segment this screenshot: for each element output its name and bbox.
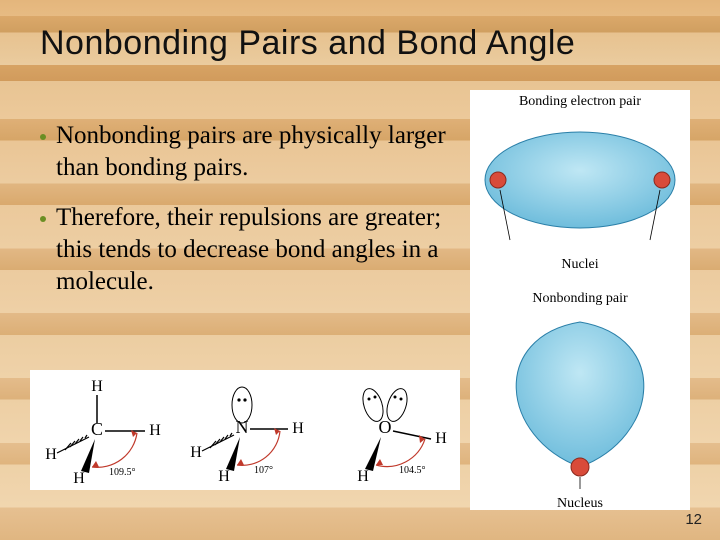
bullet-dot-icon [40,216,46,222]
molecule-h2o: O H H 104.5° [323,375,453,485]
molecule-nh3: N H H H [180,375,310,485]
nonbonding-pair-diagram [470,307,690,497]
bullet-list: Nonbonding pairs are physically larger t… [40,120,460,316]
svg-text:H: H [436,430,448,447]
angle-h2o: 104.5° [399,465,426,476]
bullet-dot-icon [40,134,46,140]
angle-nh3: 107° [254,465,273,476]
molecule-ch4: C H H H H [37,375,167,485]
svg-text:H: H [73,470,85,485]
svg-text:N: N [235,417,248,437]
right-figure-panel: Bonding electron pair Nuclei Nonbonding … [470,90,690,510]
svg-text:H: H [218,468,230,485]
svg-text:H: H [45,446,57,463]
molecule-ch4-svg: C H H H H [37,375,167,485]
bullet-text: Nonbonding pairs are physically larger t… [56,120,460,184]
svg-text:H: H [149,422,161,439]
page-number: 12 [685,511,702,528]
bullet-item: Nonbonding pairs are physically larger t… [40,120,460,184]
svg-text:H: H [292,420,304,437]
nonbonding-pair-label: Nonbonding pair [470,291,690,307]
nucleus-label: Nucleus [470,496,690,512]
bullet-text: Therefore, their repulsions are greater;… [56,202,460,298]
molecule-row: C H H H H [30,370,460,490]
angle-ch4: 109.5° [109,467,136,478]
molecule-nh3-svg: N H H H [180,375,310,485]
svg-text:H: H [190,444,202,461]
slide-title: Nonbonding Pairs and Bond Angle [40,24,680,63]
bullet-item: Therefore, their repulsions are greater;… [40,202,460,298]
slide: Nonbonding Pairs and Bond Angle Nonbondi… [0,0,720,540]
bonding-pair-diagram [470,110,690,260]
svg-text:H: H [358,468,370,485]
molecule-h2o-svg: O H H 104.5° [323,375,453,485]
bonding-pair-label: Bonding electron pair [470,94,690,110]
svg-text:H: H [91,378,103,395]
